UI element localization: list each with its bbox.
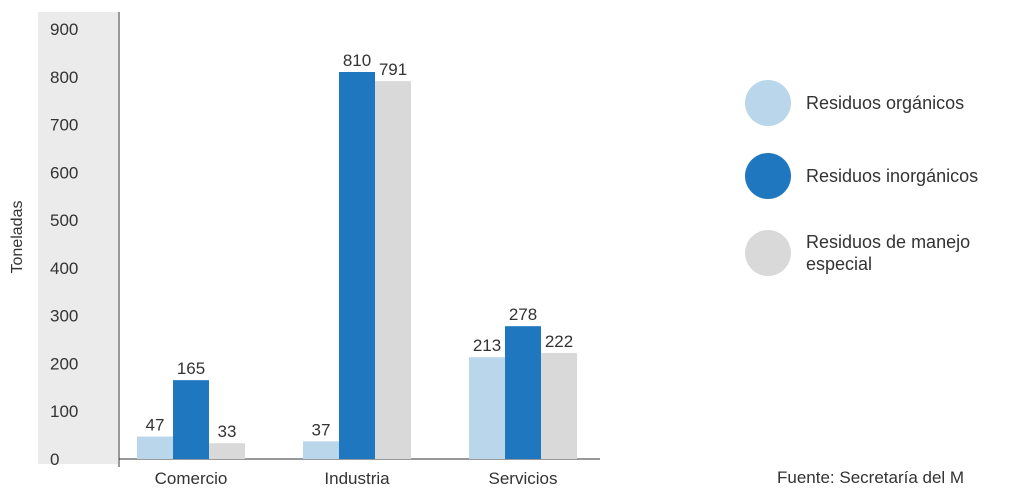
legend: Residuos orgánicos Residuos inorgánicos … (745, 0, 1013, 491)
legend-swatch-inorganicos (745, 153, 791, 199)
bar (505, 326, 541, 459)
legend-swatch-manejo-especial (745, 230, 791, 276)
y-tick-label: 900 (50, 20, 78, 39)
y-tick-label: 0 (50, 450, 59, 469)
data-label: 810 (343, 51, 371, 70)
legend-item-manejo-especial: Residuos de manejo especial (745, 230, 1013, 276)
y-tick-label: 800 (50, 68, 78, 87)
bar (375, 81, 411, 460)
bar (339, 72, 375, 459)
y-axis-label: Toneladas (9, 201, 26, 274)
legend-item-inorganicos: Residuos inorgánicos (745, 153, 1013, 199)
y-tick-label: 700 (50, 116, 78, 135)
y-axis-band (38, 12, 118, 464)
data-labels: 47 165 33 37 810 791 213 278 222 (146, 51, 574, 441)
legend-item-organicos: Residuos orgánicos (745, 80, 1013, 126)
legend-label-manejo-especial: Residuos de manejo especial (806, 232, 971, 274)
data-label: 165 (177, 359, 205, 378)
bars (137, 72, 577, 460)
y-tick-label: 500 (50, 211, 78, 230)
y-tick-label: 300 (50, 307, 78, 326)
data-label: 47 (146, 416, 165, 435)
y-tick-label: 600 (50, 163, 78, 182)
bar (173, 380, 209, 459)
y-tick-label: 100 (50, 402, 78, 421)
legend-label-inorganicos: Residuos inorgánicos (806, 166, 979, 186)
legend-swatch-organicos (745, 80, 791, 126)
data-label: 37 (312, 420, 331, 439)
x-tick-label: Industria (324, 469, 390, 488)
data-label: 33 (218, 422, 237, 441)
x-tick-label: Servicios (489, 469, 558, 488)
data-label: 213 (473, 336, 501, 355)
bar-chart: 0 100 200 300 400 500 600 700 800 900 47 165 33 37 81… (9, 12, 600, 488)
y-tick-label: 200 (50, 354, 78, 373)
x-tick-labels: Comercio Industria Servicios (155, 469, 558, 488)
bar (303, 441, 339, 459)
data-label: 278 (509, 305, 537, 324)
x-tick-label: Comercio (155, 469, 228, 488)
data-label: 791 (379, 60, 407, 79)
source-note: Fuente: Secretaría del M (777, 468, 965, 487)
legend-label-organicos: Residuos orgánicos (806, 93, 965, 113)
y-tick-labels: 0 100 200 300 400 500 600 700 800 900 (50, 20, 78, 469)
y-tick-label: 400 (50, 259, 78, 278)
bar (541, 352, 577, 459)
bar (469, 357, 505, 459)
data-label: 222 (545, 332, 573, 351)
bar (137, 436, 173, 459)
bar (209, 443, 245, 459)
